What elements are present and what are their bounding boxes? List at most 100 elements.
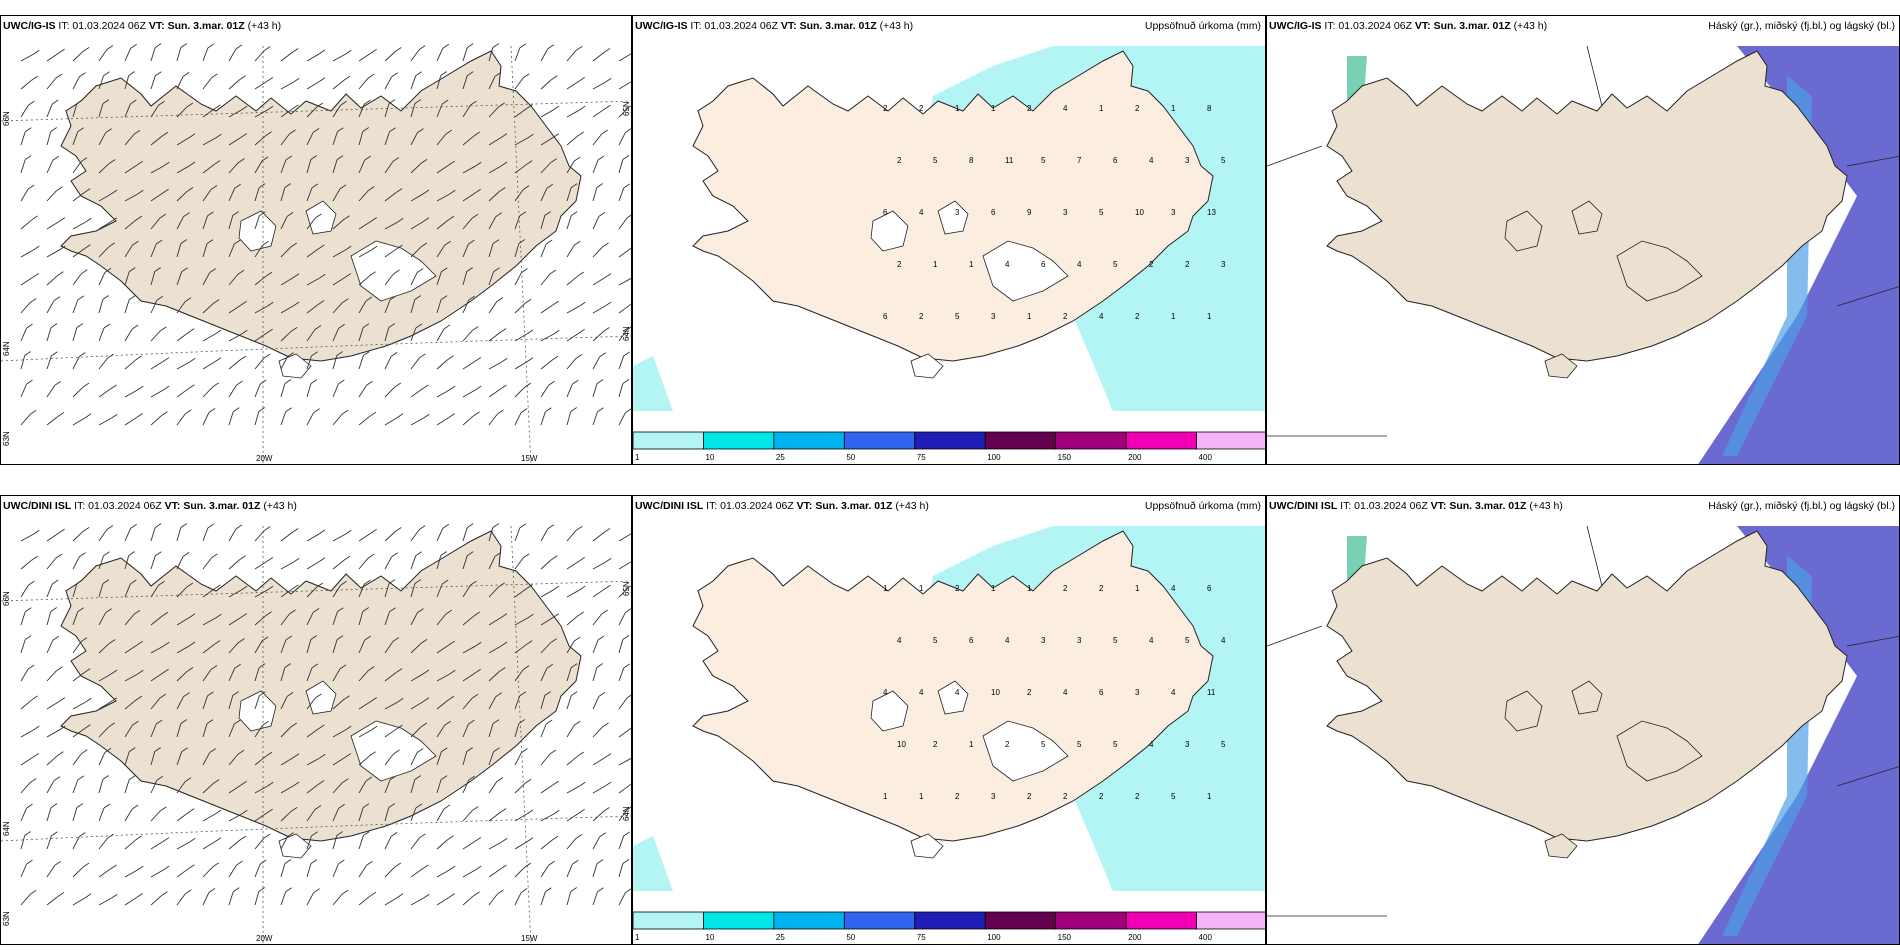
precip-value: 3 xyxy=(1221,260,1226,269)
precip-value: 4 xyxy=(1171,688,1176,697)
wind-barb-flag xyxy=(318,557,326,563)
wind-barb-flag xyxy=(627,694,631,699)
wind-barb-flag xyxy=(262,240,269,246)
precip-map: 2 2 1 1 2 4 1 2 1 82 5 8 11 5 7 6 4 3 56 4 3 6 9 3 5 10 3 132 1 1 4 6 4 5… xyxy=(633,46,1265,411)
wind-barb-flag xyxy=(318,49,326,55)
wind-barb xyxy=(332,893,343,906)
precip-value: 5 xyxy=(1221,740,1226,749)
wind-barb-flag xyxy=(77,295,85,301)
wind-barb-flag xyxy=(32,753,40,758)
wind-barb xyxy=(254,244,263,258)
wind-barb xyxy=(358,275,370,286)
wind-barb-flag xyxy=(267,781,274,787)
wind-barb xyxy=(98,357,108,370)
wind-barb xyxy=(202,557,212,570)
wind-barb-flag xyxy=(266,77,274,82)
wind-barb-flag xyxy=(265,131,272,137)
wind-barb-flag xyxy=(441,267,448,273)
wind-barb-flag xyxy=(500,161,508,167)
precip-value: 6 xyxy=(991,208,996,217)
wind-barb xyxy=(462,415,474,426)
wind-barb xyxy=(306,835,313,850)
colorbar-tick-label: 50 xyxy=(846,933,855,942)
wind-barb xyxy=(150,271,156,286)
wind-barb-flag xyxy=(575,353,583,359)
wind-barb-flag xyxy=(110,697,118,703)
wind-barb xyxy=(46,640,54,654)
wind-barb-flag xyxy=(285,155,293,161)
precip-value: 1 xyxy=(1207,792,1212,801)
wind-barb-flag xyxy=(393,749,400,755)
wind-barb xyxy=(332,328,340,342)
wind-barb-flag xyxy=(110,864,117,870)
wind-barb-flag xyxy=(447,695,455,701)
wind-barb-flag xyxy=(102,295,110,300)
wind-barb-flag xyxy=(214,329,222,335)
wind-barb-flag xyxy=(109,639,116,644)
wind-barb xyxy=(46,583,53,598)
wind-barb-flag xyxy=(422,669,430,675)
wind-barb-flag xyxy=(182,72,190,77)
wind-barb-flag xyxy=(318,244,325,250)
wind-barb xyxy=(436,164,449,174)
wind-barb-flag xyxy=(319,273,326,279)
wind-barb-flag xyxy=(441,579,449,585)
wind-barb xyxy=(436,389,450,398)
wind-barb xyxy=(488,556,496,570)
wind-barb-flag xyxy=(53,296,61,302)
wind-barb-flag xyxy=(577,611,584,617)
precip-value: 3 xyxy=(1041,636,1046,645)
wind-barb xyxy=(46,807,52,822)
wind-barb xyxy=(358,755,370,766)
wind-barb xyxy=(280,159,287,174)
wind-barb xyxy=(592,108,605,118)
wind-barb-flag xyxy=(240,780,247,786)
wind-barb-flag xyxy=(548,860,555,866)
wind-barb xyxy=(72,192,85,202)
precip-value: 3 xyxy=(1185,156,1190,165)
wind-barb xyxy=(20,249,34,258)
wind-barb-flag xyxy=(497,409,504,415)
wind-barb xyxy=(20,219,32,230)
wind-barb-flag xyxy=(501,357,508,363)
wind-barb-flag xyxy=(55,73,63,79)
wind-barb xyxy=(306,892,315,906)
wind-barb xyxy=(254,215,260,230)
wind-barb-flag xyxy=(577,751,585,757)
wind-barb-flag xyxy=(495,692,502,698)
wind-barb-flag xyxy=(466,71,474,77)
glacier-outline xyxy=(1544,353,1578,379)
wind-barb xyxy=(98,221,112,230)
wind-barb xyxy=(514,866,526,878)
cloud-map-panel-igis: UWC/IG-IS IT: 01.03.2024 06Z VT: Sun. 3.… xyxy=(1266,15,1900,465)
precip-value: 6 xyxy=(1207,584,1212,593)
wind-barb xyxy=(20,104,29,118)
wind-barb-flag xyxy=(449,669,456,675)
wind-barb-flag xyxy=(366,380,373,386)
longitude-line xyxy=(510,525,532,944)
wind-barb-flag xyxy=(264,46,271,51)
wind-barb xyxy=(462,271,468,286)
wind-barb xyxy=(540,48,549,62)
wind-barb-flag xyxy=(574,240,581,246)
wind-barb xyxy=(150,415,162,426)
wind-barb-flag xyxy=(603,47,611,53)
wind-barb xyxy=(358,558,369,570)
wind-barb xyxy=(98,752,106,766)
wind-barb xyxy=(540,333,554,342)
wind-barb-flag xyxy=(342,298,349,303)
wind-barb xyxy=(592,356,601,370)
wind-barb xyxy=(20,757,34,766)
wind-barb xyxy=(176,137,190,146)
wind-barb-flag xyxy=(444,240,451,246)
wind-barb xyxy=(150,645,164,654)
wind-barb-flag xyxy=(521,268,528,273)
wind-barb-flag xyxy=(570,691,578,697)
wind-barb xyxy=(124,613,135,626)
wind-barb xyxy=(410,103,416,118)
wind-barb xyxy=(20,188,29,202)
wind-barb-flag xyxy=(103,803,111,809)
wind-barb xyxy=(20,699,32,710)
wind-barb-flag xyxy=(448,160,455,166)
wind-barb-flag xyxy=(284,663,292,668)
